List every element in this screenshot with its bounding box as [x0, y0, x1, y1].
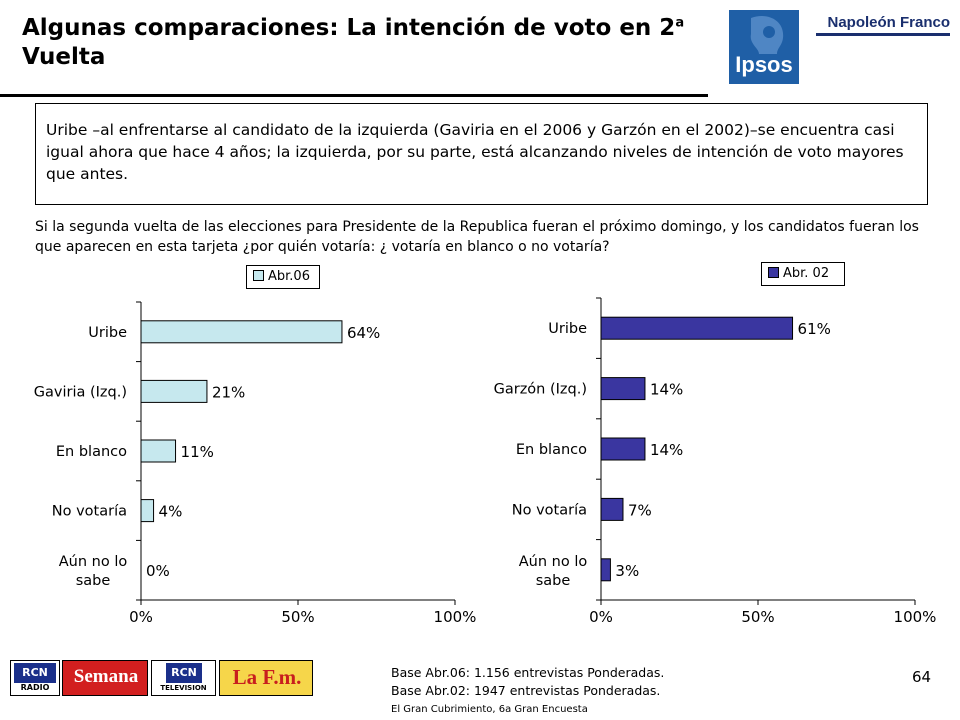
- survey-question: Si la segunda vuelta de las elecciones p…: [35, 219, 919, 255]
- legend-swatch: [253, 270, 264, 281]
- napoleon-franco-logo-text: Napoleón Franco: [827, 14, 950, 31]
- category-label: Aún no lo sabe: [59, 554, 128, 589]
- x-tick-label: 50%: [281, 608, 314, 626]
- data-label: 4%: [159, 503, 183, 521]
- footer-text: El Gran Cubrimiento, 6a Gran Encuesta: [391, 704, 588, 715]
- x-tick-label: 100%: [434, 608, 477, 626]
- data-label: 7%: [628, 501, 652, 519]
- data-label: 64%: [347, 324, 380, 342]
- ipsos-logo-text: Ipsos: [735, 52, 793, 77]
- bar: [600, 558, 611, 582]
- data-label: 14%: [650, 381, 683, 399]
- rcn-television-logo: RCN TELEVISION: [151, 660, 216, 696]
- data-label: 21%: [212, 383, 245, 401]
- data-label: 3%: [615, 562, 639, 580]
- bar: [140, 499, 155, 523]
- data-label: 11%: [181, 443, 214, 461]
- x-tick-label: 100%: [894, 608, 937, 626]
- base-note-abr06: Base Abr.06: 1.156 entrevistas Ponderada…: [391, 665, 665, 680]
- page-number: 64: [912, 668, 932, 686]
- bar: [140, 320, 343, 344]
- category-label: Gaviria (Izq.): [34, 384, 127, 400]
- base-note-abr02: Base Abr.02: 1947 entrevistas Ponderadas…: [391, 683, 661, 698]
- category-label: No votaría: [52, 504, 127, 520]
- data-label: 61%: [798, 320, 831, 338]
- category-label: Uribe: [548, 321, 587, 337]
- x-tick-label: 50%: [741, 608, 774, 626]
- bar: [600, 497, 624, 521]
- bar: [600, 316, 794, 340]
- la-fm-logo: La F.m.: [219, 660, 313, 696]
- rcn-radio-top: RCN: [14, 663, 56, 683]
- legend-abr02: Abr. 02: [761, 262, 845, 286]
- legend-swatch: [768, 267, 779, 278]
- page-title: Algunas comparaciones: La intención de v…: [22, 15, 685, 70]
- ipsos-head-icon: [750, 16, 784, 54]
- semana-logo-text: Semana: [73, 666, 139, 687]
- rcn-radio-bottom: RADIO: [20, 683, 50, 692]
- rcn-radio-logo: RCN RADIO: [10, 660, 60, 696]
- bar: [140, 439, 177, 463]
- bar: [140, 379, 208, 403]
- semana-logo: Semana: [62, 660, 148, 696]
- summary-box: Uribe –al enfrentarse al candidato de la…: [35, 103, 928, 205]
- base-notes: Base Abr.06: 1.156 entrevistas Ponderada…: [391, 664, 664, 700]
- napoleon-franco-logo: Napoleón Franco: [810, 14, 950, 36]
- category-label: Garzón (Izq.): [494, 382, 587, 398]
- category-label: Aún no lo sabe: [519, 554, 588, 589]
- category-label: En blanco: [56, 444, 127, 460]
- x-tick-label: 0%: [129, 608, 153, 626]
- category-label: No votaría: [512, 502, 587, 518]
- ipsos-logo: Ipsos: [729, 10, 799, 84]
- la-fm-logo-text: La F.m.: [232, 665, 302, 689]
- legend-label: Abr. 02: [783, 266, 830, 281]
- rcn-television-top: RCN: [166, 663, 202, 683]
- legend-abr06: Abr.06: [246, 265, 320, 289]
- category-label: En blanco: [516, 442, 587, 458]
- data-label: 0%: [146, 562, 170, 580]
- x-tick-label: 0%: [589, 608, 613, 626]
- charts-canvas: 0% 50% 100% 64% Uribe 21% Gaviria (Izq.) 11% En …: [34, 297, 937, 626]
- rcn-television-bottom: TELEVISION: [160, 684, 207, 692]
- category-label: Uribe: [88, 325, 127, 341]
- bar: [600, 437, 646, 461]
- bar: [600, 377, 646, 401]
- title-divider: [0, 94, 708, 97]
- legend-label: Abr.06: [268, 269, 310, 284]
- napoleon-franco-underline: [816, 33, 950, 36]
- data-label: 14%: [650, 441, 683, 459]
- summary-text: Uribe –al enfrentarse al candidato de la…: [46, 121, 904, 183]
